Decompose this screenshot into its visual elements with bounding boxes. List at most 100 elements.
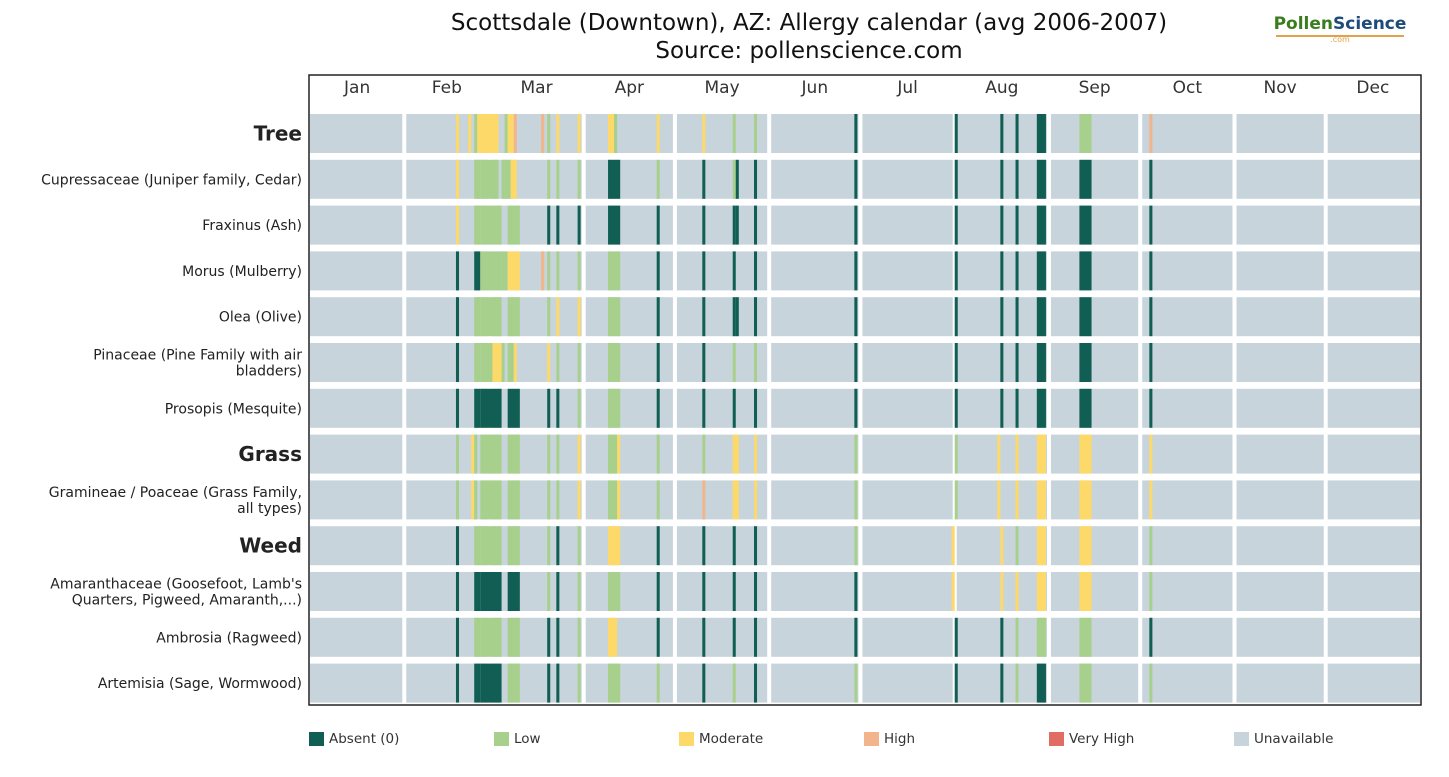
segment-moderate (754, 480, 758, 520)
cell-unavailable-jun (771, 617, 859, 657)
segment-absent (1079, 205, 1092, 245)
cell-unavailable-jan (310, 617, 403, 657)
segment-high (1149, 114, 1153, 153)
heatmap-row-tree (310, 114, 1420, 153)
cell-unavailable-may (676, 114, 768, 153)
segment-low (1015, 526, 1019, 566)
cell-unavailable-nov (1236, 617, 1324, 657)
segment-low (556, 480, 560, 520)
segment-low (507, 434, 520, 474)
row-label-prosopis-mesquite: Prosopis (Mesquite) (165, 401, 302, 417)
cell-unavailable-mar (491, 205, 582, 245)
segment-low (1149, 663, 1153, 703)
logo-domain: .com (1330, 35, 1350, 44)
segment-absent (455, 297, 460, 337)
segment-low (504, 114, 508, 153)
segment-low (547, 572, 551, 611)
row-label-artemisia-sage-wormwood: Artemisia (Sage, Wormwood) (98, 676, 302, 692)
cell-unavailable-jul (862, 343, 953, 382)
segment-low (854, 480, 858, 520)
segment-low (480, 434, 502, 474)
segment-low (480, 205, 502, 245)
segment-absent (854, 159, 858, 199)
cell-unavailable-apr (585, 297, 673, 337)
segment-high (541, 114, 545, 153)
segment-low (556, 251, 560, 291)
heatmap-row-artemisia-sage-wormwood (310, 663, 1420, 703)
cell-unavailable-mar (491, 617, 582, 657)
cell-unavailable-oct (1142, 617, 1233, 657)
logo-underline (1276, 35, 1404, 37)
segment-low (474, 297, 481, 337)
segment-absent (608, 205, 621, 245)
segment-absent (1015, 205, 1019, 245)
month-label-jan: Jan (343, 78, 370, 98)
segment-low (474, 617, 481, 657)
segment-absent (1149, 388, 1153, 428)
logo-word-part2: Science (1333, 14, 1407, 34)
cell-unavailable-mar (491, 434, 582, 474)
cell-unavailable-dec (1327, 251, 1420, 291)
segment-moderate (510, 159, 517, 199)
segment-absent (1015, 297, 1019, 337)
segment-absent (556, 572, 560, 611)
cell-unavailable-feb (406, 297, 488, 337)
segment-absent (954, 388, 958, 428)
segment-absent (732, 388, 736, 428)
segment-low (954, 434, 958, 474)
segment-absent (954, 114, 958, 153)
segment-absent (1036, 297, 1046, 337)
segment-absent (1149, 617, 1153, 657)
segment-absent (702, 297, 706, 337)
heatmap-row-prosopis-mesquite (310, 388, 1420, 428)
cell-unavailable-nov (1236, 526, 1324, 566)
row-label-morus-mulberry: Morus (Mulberry) (182, 264, 302, 280)
segment-absent (954, 617, 958, 657)
heatmap-row-amaranthaceae-goosefoot-lamb-s-quarters-pigweed-amaranth (310, 572, 1420, 611)
segment-absent (702, 343, 706, 382)
segment-moderate (732, 434, 739, 474)
cell-unavailable-jan (310, 388, 403, 428)
segment-low (732, 663, 736, 703)
segment-low (547, 434, 551, 474)
cell-unavailable-feb (406, 205, 488, 245)
segment-moderate (997, 434, 1001, 474)
segment-absent (754, 526, 758, 566)
segment-absent (732, 572, 736, 611)
cell-unavailable-apr (585, 205, 673, 245)
cell-unavailable-jul (862, 526, 953, 566)
legend-swatch-high (864, 732, 879, 746)
segment-low (507, 480, 520, 520)
legend-item-low: Low (494, 731, 541, 747)
segment-moderate (477, 114, 499, 153)
cell-unavailable-nov (1236, 159, 1324, 199)
segment-absent (702, 205, 706, 245)
segment-moderate (732, 480, 739, 520)
segment-low (754, 343, 758, 382)
segment-moderate (455, 205, 460, 245)
segment-moderate (471, 434, 475, 474)
segment-low (577, 663, 581, 703)
heatmap-row-weed (310, 526, 1420, 566)
segment-low (507, 297, 520, 337)
cell-unavailable-oct (1142, 343, 1233, 382)
segment-absent (854, 617, 858, 657)
segment-low (656, 663, 660, 703)
cell-unavailable-jan (310, 114, 403, 153)
segment-absent (702, 251, 706, 291)
segment-low (656, 159, 660, 199)
cell-unavailable-sep (1050, 480, 1139, 520)
cell-unavailable-nov (1236, 205, 1324, 245)
segment-absent (656, 297, 660, 337)
legend-item-high: High (864, 731, 915, 747)
heatmap-rows (310, 114, 1420, 703)
segment-absent (1015, 343, 1019, 382)
cell-unavailable-dec (1327, 663, 1420, 703)
legend-swatch-unavailable (1234, 732, 1249, 746)
segment-low (608, 297, 621, 337)
segment-absent (1079, 343, 1092, 382)
cell-unavailable-dec (1327, 343, 1420, 382)
segment-absent (656, 572, 660, 611)
logo-wordmark: PollenScience (1272, 14, 1408, 34)
segment-low (854, 434, 858, 474)
